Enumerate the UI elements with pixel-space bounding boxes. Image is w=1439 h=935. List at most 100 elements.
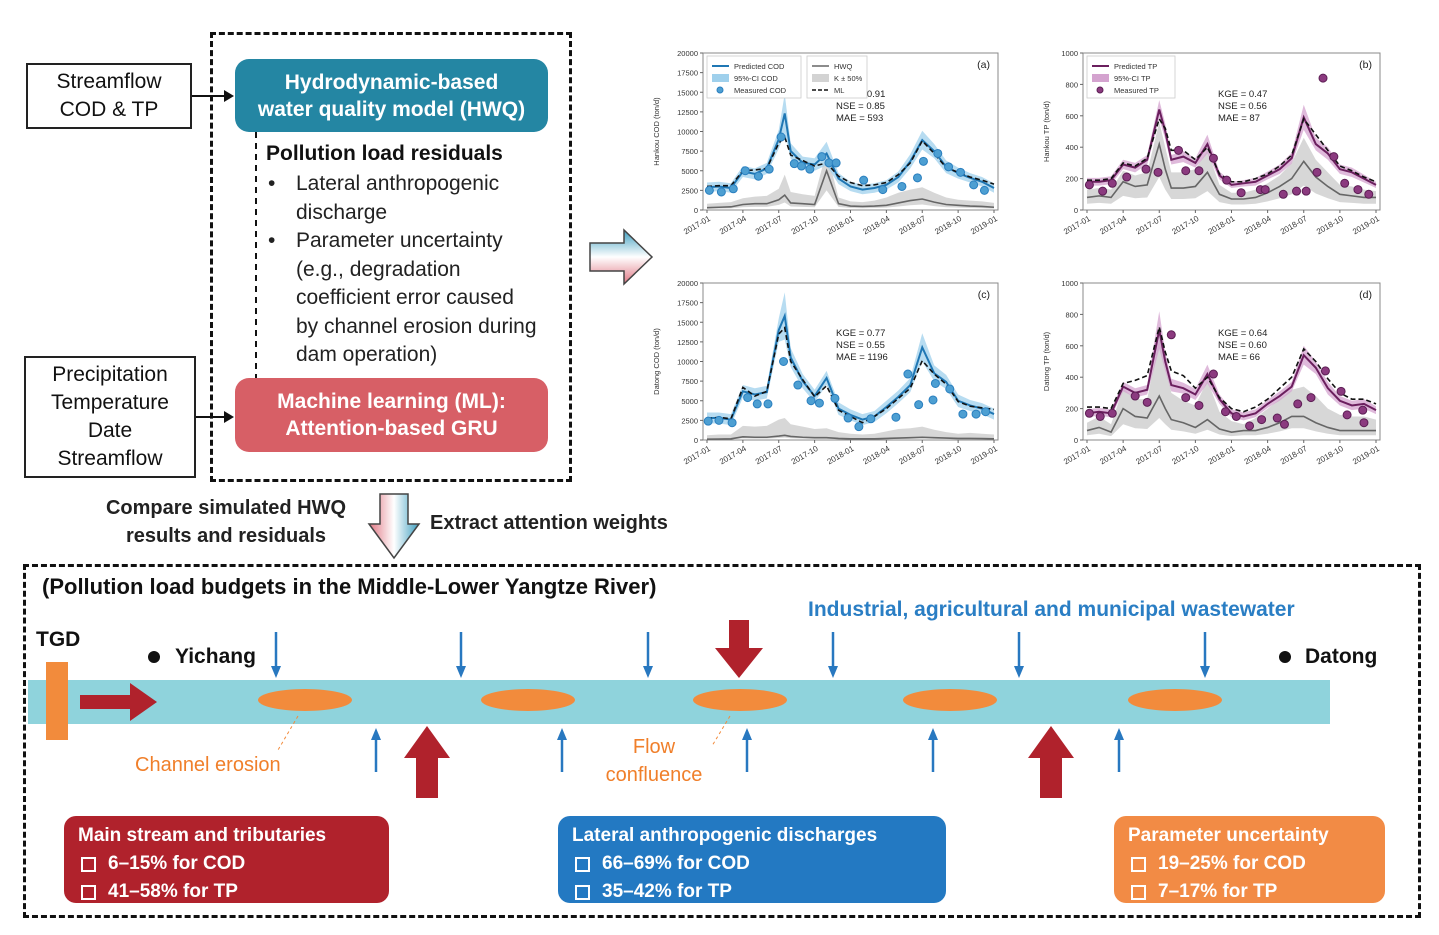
result-line: 66–69% for COD bbox=[602, 853, 750, 874]
x-tick-label: 2018-10 bbox=[933, 214, 963, 237]
y-tick-label: 0 bbox=[1074, 436, 1078, 445]
y-tick-label: 2500 bbox=[681, 186, 698, 195]
result-box-lateral: Lateral anthropogenic discharges 66–69% … bbox=[558, 816, 946, 903]
input-line: Streamflow bbox=[57, 447, 163, 470]
metric-text: MAE = 1196 bbox=[836, 352, 888, 363]
hwq-line bbox=[706, 434, 995, 441]
measured-point bbox=[1142, 397, 1152, 407]
residual-text: coefficient error caused bbox=[296, 286, 514, 309]
x-tick-label: 2018-01 bbox=[826, 444, 856, 467]
x-tick-label: 2017-07 bbox=[1134, 214, 1164, 237]
y-tick-label: 600 bbox=[1065, 342, 1078, 351]
x-tick-label: 2018-07 bbox=[897, 214, 927, 237]
x-tick-label: 2018-10 bbox=[933, 444, 963, 467]
erosion-pointer bbox=[277, 715, 299, 751]
wastewater-label: Industrial, agricultural and municipal w… bbox=[808, 598, 1295, 621]
x-tick-label: 2017-10 bbox=[1170, 214, 1200, 237]
panel-label: (b) bbox=[1359, 59, 1372, 71]
x-tick-label: 2017-01 bbox=[1062, 444, 1092, 467]
x-tick-label: 2017-01 bbox=[682, 214, 712, 237]
x-tick-label: 2018-01 bbox=[1207, 444, 1237, 467]
chart-a: 0 2500 5000 7500 10000 12500 15000 17500 20000 Ha… bbox=[652, 49, 999, 236]
y-tick-label: 400 bbox=[1065, 373, 1078, 382]
measured-point bbox=[728, 184, 738, 194]
y-tick-label: 20000 bbox=[677, 49, 698, 58]
erosion-zone bbox=[1128, 689, 1222, 711]
measured-point bbox=[914, 400, 924, 410]
measured-point bbox=[1257, 415, 1267, 425]
measured-point bbox=[1260, 185, 1270, 195]
y-tick-label: 600 bbox=[1065, 112, 1078, 121]
x-tick-label: 2018-10 bbox=[1315, 214, 1345, 237]
measured-point bbox=[1153, 167, 1163, 177]
residuals-list: Lateral anthropogenic discharge Paramete… bbox=[266, 170, 537, 370]
x-tick-label: 2017-10 bbox=[790, 444, 820, 467]
result-box-main-stream: Main stream and tributaries 6–15% for CO… bbox=[64, 816, 389, 903]
metric-text: NSE = 0.55 bbox=[836, 340, 885, 351]
hwq-line bbox=[706, 168, 995, 209]
budget-title: (Pollution load budgets in the Middle-Lo… bbox=[42, 574, 657, 599]
y-tick-label: 800 bbox=[1065, 80, 1078, 89]
measured-point bbox=[969, 180, 979, 190]
ci-band-area bbox=[707, 292, 994, 426]
measured-point bbox=[1122, 172, 1132, 182]
ci-band-area bbox=[707, 93, 994, 195]
measured-point bbox=[805, 164, 815, 174]
k-band-area bbox=[707, 418, 994, 440]
chart-c: 0 2500 5000 7500 10000 12500 15000 17500 20000 Da… bbox=[652, 279, 999, 466]
measured-point bbox=[933, 148, 943, 158]
measured-point bbox=[743, 393, 753, 403]
result-line: 19–25% for COD bbox=[1158, 853, 1306, 874]
y-tick-label: 7500 bbox=[681, 377, 698, 386]
residual-text: Lateral anthropogenic bbox=[296, 172, 500, 195]
y-tick-label: 2500 bbox=[681, 416, 698, 425]
measured-point bbox=[1194, 400, 1204, 410]
input-line: COD & TP bbox=[59, 98, 159, 121]
arrowhead-down-icon bbox=[1200, 666, 1210, 678]
erosion-zone bbox=[258, 689, 352, 711]
input-box-streamflow-cod-tp: Streamflow COD & TP bbox=[26, 63, 192, 129]
ml-line bbox=[706, 135, 995, 188]
measured-point bbox=[752, 399, 762, 409]
y-tick-label: 1000 bbox=[1061, 49, 1078, 58]
connector-lines bbox=[192, 90, 257, 423]
right-gradient-arrow-icon bbox=[589, 228, 654, 286]
y-tick-label: 15000 bbox=[677, 88, 698, 97]
measured-point bbox=[763, 399, 773, 409]
y-tick-label: 5000 bbox=[681, 397, 698, 406]
measured-point bbox=[1130, 391, 1140, 401]
y-axis-label: Datong COD (ton/d) bbox=[652, 328, 661, 395]
chart-legend: Predicted COD 95%-CI COD Measured COD HWQ K … bbox=[706, 55, 868, 99]
hwq-title-line: water quality model (HWQ) bbox=[257, 97, 526, 121]
y-tick-label: 0 bbox=[694, 206, 698, 215]
tributary-inflow-arrow-icon bbox=[715, 620, 763, 678]
x-tick-label: 2017-04 bbox=[718, 214, 748, 237]
hwq-line bbox=[1086, 140, 1376, 200]
ci-band-area bbox=[1087, 100, 1376, 189]
measured-point bbox=[897, 181, 907, 191]
y-tick-label: 17500 bbox=[677, 69, 698, 78]
erosion-zone bbox=[903, 689, 997, 711]
residual-item: Parameter uncertainty (e.g., degradation… bbox=[266, 227, 537, 370]
y-tick-label: 12500 bbox=[677, 108, 698, 117]
x-tick-label: 2019-01 bbox=[969, 444, 999, 467]
measured-point bbox=[918, 156, 928, 166]
result-line: 35–42% for TP bbox=[602, 881, 732, 902]
k-band-area bbox=[707, 151, 994, 209]
measured-point bbox=[1301, 186, 1311, 196]
y-tick-label: 800 bbox=[1065, 310, 1078, 319]
station-yichang: Yichang bbox=[175, 645, 256, 668]
residual-text: Parameter uncertainty bbox=[296, 229, 503, 252]
measured-point bbox=[1320, 366, 1330, 376]
y-tick-label: 10000 bbox=[677, 128, 698, 137]
legend-swatch-band bbox=[712, 74, 729, 82]
y-tick-label: 5000 bbox=[681, 167, 698, 176]
legend-label: Predicted TP bbox=[1114, 62, 1157, 71]
tributary-inflow-arrow-icon bbox=[404, 726, 450, 798]
y-tick-label: 0 bbox=[694, 436, 698, 445]
measured-point bbox=[1279, 419, 1289, 429]
y-tick-label: 400 bbox=[1065, 143, 1078, 152]
station-datong: Datong bbox=[1305, 645, 1378, 668]
y-axis-label: Datong TP (ton/d) bbox=[1042, 331, 1051, 391]
x-tick-label: 2017-04 bbox=[718, 444, 748, 467]
